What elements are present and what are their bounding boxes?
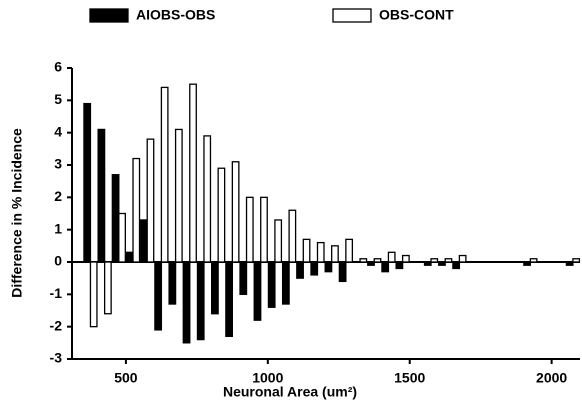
bar xyxy=(189,83,197,263)
bar xyxy=(430,258,439,263)
bar xyxy=(310,261,319,276)
bar xyxy=(225,261,233,338)
bar xyxy=(253,261,262,321)
bar xyxy=(281,261,290,305)
bar xyxy=(395,261,404,270)
y-tick-label: 4 xyxy=(54,123,62,139)
bar xyxy=(373,258,382,263)
y-tick-label: 1 xyxy=(54,220,62,236)
y-tick-label: 3 xyxy=(54,156,62,172)
bar xyxy=(111,174,120,263)
bar xyxy=(174,128,183,263)
bar xyxy=(267,261,276,308)
bar xyxy=(168,261,177,305)
bar xyxy=(118,212,126,263)
bar xyxy=(97,128,106,263)
bar xyxy=(381,261,390,273)
bar xyxy=(217,167,226,263)
bar xyxy=(274,219,283,263)
bar xyxy=(103,261,112,315)
bar xyxy=(146,138,155,263)
y-tick-label: 5 xyxy=(54,91,62,107)
bar xyxy=(345,238,354,263)
x-tick-label: 1500 xyxy=(394,370,425,386)
bar xyxy=(458,254,467,263)
bar xyxy=(211,261,219,315)
bar xyxy=(260,196,268,263)
legend-swatch xyxy=(332,8,372,23)
y-tick-label: 2 xyxy=(54,188,62,204)
bar xyxy=(359,258,368,263)
legend-label: AIOBS-OBS xyxy=(136,7,215,23)
bar xyxy=(367,261,375,266)
x-tick-label: 2000 xyxy=(536,370,567,386)
y-tick-label: -2 xyxy=(50,317,63,333)
bar xyxy=(296,261,304,279)
legend-label: OBS-CONT xyxy=(379,7,454,23)
y-tick-label: -3 xyxy=(50,350,63,366)
bar xyxy=(401,254,410,263)
bar xyxy=(302,238,311,263)
bar xyxy=(245,196,254,263)
bar xyxy=(154,261,163,331)
bar xyxy=(331,245,339,263)
bar xyxy=(132,157,141,263)
bar xyxy=(387,251,396,263)
bar xyxy=(125,251,134,263)
bar xyxy=(239,261,248,295)
y-tick-label: 0 xyxy=(54,253,62,269)
bar xyxy=(89,261,98,328)
y-tick-label: 6 xyxy=(54,59,62,75)
x-tick-label: 1000 xyxy=(252,370,283,386)
bar xyxy=(423,261,432,266)
bar xyxy=(529,258,538,263)
bar xyxy=(231,161,240,263)
bar xyxy=(565,261,574,266)
bar xyxy=(316,241,325,263)
x-axis-label: Neuronal Area (um²) xyxy=(223,384,357,400)
bar xyxy=(196,261,205,341)
y-tick-label: -1 xyxy=(50,285,63,301)
bar xyxy=(572,258,581,263)
legend-swatch xyxy=(89,8,129,23)
bar xyxy=(523,261,531,266)
bar xyxy=(288,209,297,263)
bar xyxy=(324,261,333,273)
bar xyxy=(160,86,169,263)
bar xyxy=(438,261,446,266)
x-tick-label: 500 xyxy=(114,370,138,386)
bar xyxy=(444,258,453,263)
bar xyxy=(452,261,461,270)
bar xyxy=(83,102,92,263)
bar xyxy=(338,261,347,283)
y-axis-label: Difference in % Incidence xyxy=(9,128,25,298)
bar xyxy=(203,135,212,263)
bar xyxy=(140,219,148,263)
bar xyxy=(182,261,191,344)
